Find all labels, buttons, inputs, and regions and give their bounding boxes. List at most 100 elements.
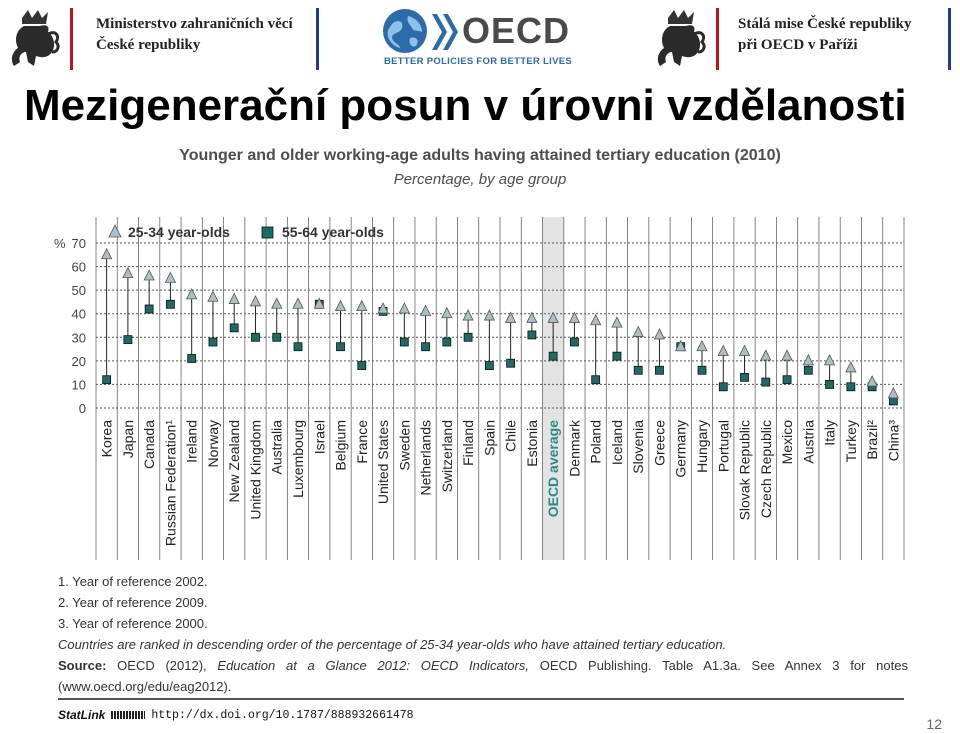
- marker-25-34: [334, 299, 347, 312]
- marker-55-64: [655, 365, 664, 375]
- marker-55-64: [740, 372, 749, 382]
- ministry-blue-bar: [316, 8, 319, 70]
- chart-notes: 1. Year of reference 2002. 2. Year of re…: [58, 571, 908, 697]
- marker-25-34: [356, 299, 368, 312]
- source-publication: Education at a Glance 2012: OECD Indicat…: [217, 658, 529, 673]
- oecd-tagline: BETTER POLICIES FOR BETTER LIVES: [384, 56, 573, 67]
- marker-25-34: [292, 297, 304, 309]
- category-label: New Zealand: [226, 420, 242, 503]
- category-label: Slovak Republic: [737, 420, 753, 520]
- marker-25-34: [802, 353, 814, 366]
- footnote: 2. Year of reference 2009.: [58, 595, 208, 610]
- y-unit-label: %: [54, 236, 66, 251]
- statlink-barcode-icon: [111, 711, 146, 719]
- marker-55-64: [718, 382, 728, 392]
- category-label: Chile: [503, 420, 519, 452]
- marker-25-34: [441, 306, 453, 319]
- mission-red-bar: [716, 8, 719, 70]
- category-label: Sweden: [396, 420, 412, 471]
- marker-55-64: [591, 375, 601, 385]
- marker-55-64: [421, 342, 430, 352]
- czech-lion-emblem-icon: [11, 10, 60, 66]
- category-label: Iceland: [609, 420, 625, 465]
- marker-55-64: [102, 375, 112, 385]
- oecd-wordmark: OECD: [462, 10, 571, 51]
- marker-55-64: [442, 337, 452, 347]
- footnote: 3. Year of reference 2000.: [58, 616, 208, 631]
- slide-title: Mezigenerační posun v úrovni vzdělanosti: [24, 81, 907, 130]
- ministry-name: Ministerstvo zahraničních věcí České rep…: [96, 16, 293, 53]
- marker-25-34: [738, 344, 751, 356]
- marker-55-64: [506, 358, 516, 368]
- source-details: OECD Publishing. Table A1.3a. See Annex …: [58, 658, 908, 694]
- category-label: Spain: [481, 420, 497, 456]
- marker-25-34: [228, 292, 240, 304]
- marker-55-64: [825, 380, 834, 389]
- marker-55-64: [272, 332, 282, 342]
- oecd-globe-icon: [383, 9, 427, 53]
- marker-25-34: [483, 309, 496, 321]
- y-tick-label: 0: [79, 401, 86, 416]
- ministry-red-bar: [70, 8, 73, 70]
- marker-25-34: [590, 313, 602, 326]
- marker-55-64: [357, 361, 367, 370]
- legend-label: 55-64 year-olds: [282, 224, 384, 240]
- source-note: Source: OECD (2012), Education at a Glan…: [58, 655, 908, 697]
- category-label: Hungary: [694, 420, 710, 473]
- marker-55-64: [166, 299, 175, 309]
- category-label: Australia: [269, 420, 285, 475]
- category-label: Korea: [99, 420, 115, 458]
- y-tick-label: 10: [72, 377, 86, 392]
- category-label: Russian Federation¹: [162, 420, 178, 546]
- category-label: Italy: [822, 420, 838, 446]
- marker-55-64: [229, 323, 239, 333]
- marker-25-34: [164, 271, 177, 283]
- y-tick-label: 20: [72, 354, 86, 369]
- category-label: Brazil²: [864, 420, 880, 460]
- statlink-url[interactable]: http://dx.doi.org/10.1787/888932661478: [151, 708, 414, 722]
- marker-25-34: [419, 304, 432, 316]
- category-label: Luxembourg: [290, 420, 306, 498]
- category-label: Switzerland: [439, 420, 455, 492]
- marker-25-34: [717, 344, 729, 356]
- highlight-column: [542, 217, 564, 560]
- category-label: Israel: [311, 420, 327, 454]
- marker-55-64: [633, 365, 643, 375]
- category-label: Netherlands: [418, 420, 434, 496]
- marker-55-64: [782, 375, 792, 385]
- marker-25-34: [207, 290, 219, 302]
- category-label: Greece: [651, 420, 667, 466]
- footnote: 1. Year of reference 2002.: [58, 574, 208, 589]
- category-label: OECD average: [545, 420, 561, 517]
- marker-25-34: [866, 375, 878, 387]
- mission-blue-bar: [948, 8, 951, 70]
- y-tick-label: 30: [72, 330, 86, 345]
- marker-25-34: [632, 325, 644, 337]
- marker-25-34: [143, 269, 155, 281]
- category-label: Finland: [460, 420, 476, 466]
- y-tick-label: 60: [72, 260, 86, 275]
- legend-marker-25-34: [108, 224, 122, 238]
- statlink[interactable]: StatLink http://dx.doi.org/10.1787/88893…: [58, 708, 414, 722]
- category-label: United Kingdom: [247, 420, 263, 520]
- marker-25-34: [313, 297, 325, 309]
- marker-25-34: [504, 311, 517, 323]
- marker-25-34: [653, 328, 666, 340]
- marker-25-34: [823, 353, 836, 366]
- marker-25-34: [249, 295, 262, 307]
- marker-55-64: [697, 365, 707, 375]
- marker-25-34: [547, 311, 559, 323]
- category-label: Belgium: [333, 420, 349, 471]
- category-label: France: [354, 420, 370, 464]
- category-label: Turkey: [843, 420, 859, 462]
- marker-55-64: [803, 365, 813, 375]
- category-label: Slovenia: [630, 420, 646, 474]
- category-label: Austria: [800, 420, 816, 464]
- marker-25-34: [845, 361, 857, 373]
- marker-55-64: [484, 361, 494, 370]
- marker-25-34: [377, 302, 389, 314]
- marker-55-64: [293, 342, 303, 352]
- marker-25-34: [696, 339, 708, 352]
- marker-55-64: [123, 335, 133, 345]
- marker-55-64: [527, 330, 537, 340]
